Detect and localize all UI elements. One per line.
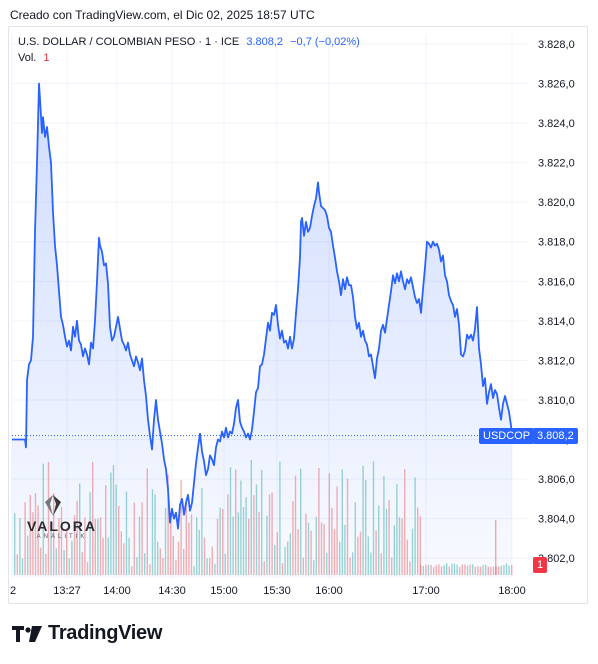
y-tick-label: 3.824,0 [538,118,575,130]
y-tick-label: 3.812,0 [538,355,575,367]
x-tick-label: 17:00 [412,585,440,597]
chart-frame [8,26,588,604]
x-tick-label: 14:30 [158,585,186,597]
price-area [12,83,512,578]
symbol-title[interactable]: U.S. DOLLAR / COLOMBIAN PESO · 1 · ICE [18,36,240,48]
legend-price: 3.808,2 [246,36,284,48]
price-line[interactable] [12,82,513,530]
y-tick-label: 3.826,0 [538,78,575,90]
valora-watermark: VALORA ANALITIK [22,494,102,540]
chart-caption: Creado con TradingView.com, el Dic 02, 2… [10,8,315,22]
x-tick-label: 15:30 [263,585,291,597]
x-tick-label: 15:00 [210,585,238,597]
y-tick-label: 3.822,0 [538,158,575,170]
time-axis[interactable]: 2 13:27 14:00 14:30 15:00 15:30 16:00 17:00 18:0… [10,585,526,597]
x-tick-label: 2 [10,585,16,597]
tradingview-name: TradingView [48,622,163,644]
tradingview-logo-icon [12,625,42,642]
volume-value: 1 [43,52,50,64]
y-tick-label: 3.818,0 [538,237,575,249]
price-tag-symbol: USDCOP [483,429,531,442]
y-tick-label: 3.804,0 [538,514,575,526]
x-tick-label: 14:00 [103,585,131,597]
y-tick-label: 3.828,0 [538,39,575,51]
y-tick-label: 3.816,0 [538,276,575,288]
price-tag-value: 3.808,2 [533,427,578,444]
footer-brand[interactable]: TradingView [12,622,162,645]
y-tick-label: 3.820,0 [538,197,575,209]
price-tag-price: 3.808,2 [537,429,574,442]
watermark-name: VALORA [26,518,98,534]
volume-label[interactable]: Vol. [18,52,37,64]
y-tick-label: 3.814,0 [538,316,575,328]
volume-tag: 1 [533,557,548,573]
price-tag: USDCOP [479,427,535,444]
x-tick-label: 18:00 [498,585,526,597]
y-tick-label: 3.806,0 [538,474,575,486]
chart-legend: U.S. DOLLAR / COLOMBIAN PESO · 1 · ICE 3… [18,34,360,66]
x-tick-label: 13:27 [53,585,81,597]
watermark-sub: ANALITIK [36,534,88,540]
y-tick-label: 3.810,0 [538,395,575,407]
y-tick-label: 3.802,0 [538,553,575,565]
legend-change: −0,7 (−0,02%) [290,36,360,48]
x-tick-label: 16:00 [315,585,343,597]
valora-logo-icon [45,495,61,516]
price-axis[interactable]: 3.802,03.804,03.806,03.808,03.810,03.812… [538,39,575,565]
